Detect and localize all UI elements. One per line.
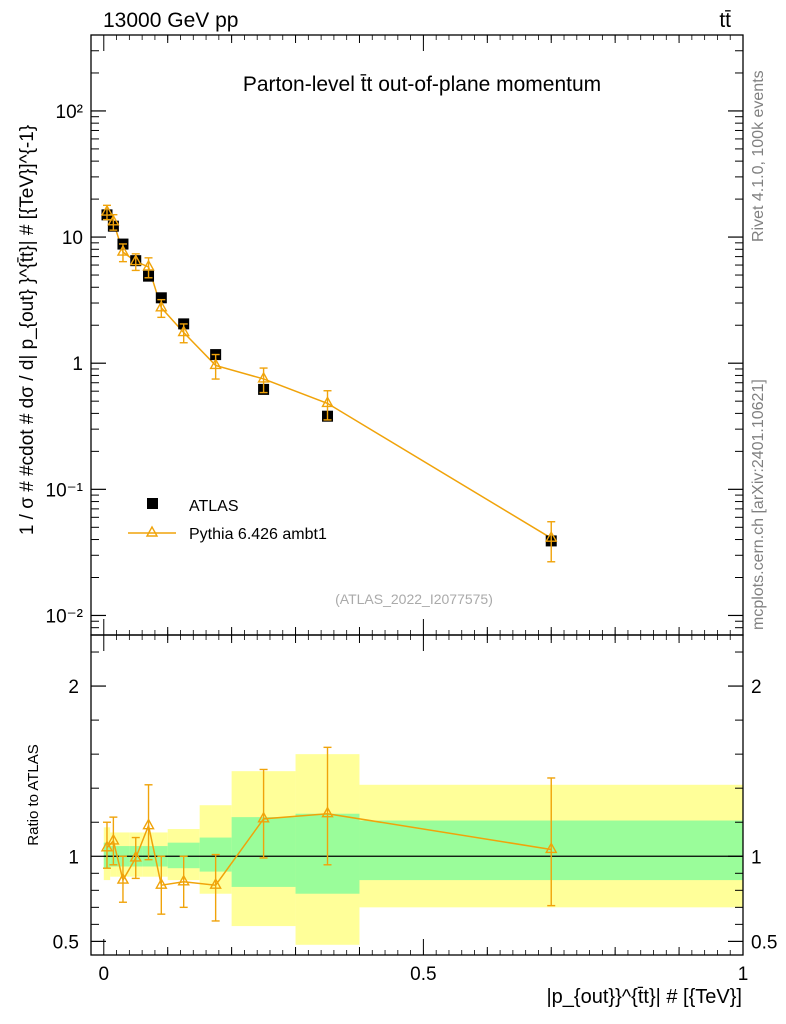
ratio-data-point [107,833,120,845]
ratio-y-tick-label: 1 [68,847,79,868]
pythia-data-point [177,325,190,337]
ratio-y-axis-label: Ratio to ATLAS [25,744,42,845]
analysis-watermark: (ATLAS_2022_I2077575) [335,591,493,607]
ratio-data-point [116,872,130,884]
ratio-y-tick-label: 2 [68,677,79,698]
main-data-marks [100,204,558,563]
ratio-y-tick-label-right: 2 [751,677,762,698]
main-y-tick-label: 10 [62,228,83,249]
pythia-data-point [155,300,168,312]
main-y-axis-label: 1 / σ # #cdot # dσ / d| p_{out} }^{t̄t}|… [17,125,38,535]
main-y-tick-label: 10⁻¹ [46,480,84,501]
ratio-data-point [155,877,168,889]
pythia-data-point [107,214,120,226]
main-y-tick-label: 10² [56,102,83,123]
ratio-plot-area [103,754,743,945]
ratio-y-tick-label-right: 0.5 [751,932,777,953]
pythia-data-point [116,244,130,256]
ratio-data-point [177,874,190,886]
legend-pythia-label: Pythia 6.426 ambt1 [189,526,327,543]
main-axis-ticks: 10⁻² 10⁻¹ 1 10 10² [46,34,744,636]
header-process: tt̄ [719,9,731,32]
x-tick-label: 1 [738,964,749,985]
main-y-tick-label: 1 [72,354,83,375]
pythia-data-point [129,254,142,266]
x-axis-label: |p_{out}}^{t̄t}| # [{TeV}] [546,986,742,1008]
pythia-data-point [100,204,114,216]
ratio-data-point [209,877,222,889]
ratio-data-point [321,806,334,818]
x-tick-label: 0.5 [410,964,436,985]
ratio-y-tick-label-right: 1 [751,847,762,868]
legend-pythia-marker [145,525,159,537]
ratio-data-point [257,811,270,823]
atlas-data-point [155,292,167,304]
pythia-data-point [142,259,155,271]
pythia-data-point [545,530,558,542]
ratio-data-point [545,842,558,854]
ratio-y-tick-label: 0.5 [53,932,79,953]
legend: ATLAS Pythia 6.426 ambt1 [128,498,327,543]
x-tick-label: 0 [98,964,109,985]
legend-atlas-label: ATLAS [189,498,239,515]
pythia-series-line [106,211,552,539]
pythia-data-point [257,371,270,383]
ratio-data-point [100,840,114,852]
ratio-frame [90,634,744,956]
ratio-axis-ticks: 0.5 0.51 12 20 0.5 1 [53,635,777,985]
ratio-data-point [129,850,142,862]
ratio-data-marks [100,746,558,922]
header-energy: 13000 GeV pp [103,9,238,32]
pythia-data-point [321,395,334,408]
main-y-tick-label: 10⁻² [46,606,84,627]
legend-atlas-marker [147,498,158,509]
mcplots-label: mcplots.cern.ch [arXiv:2401.10621] [750,379,767,630]
rivet-label: Rivet 4.1.0, 100k events [750,70,767,242]
main-title: Parton-level t̄t out-of-plane momentum [243,73,601,96]
ratio-data-point [142,818,155,830]
pythia-data-point [209,357,222,370]
